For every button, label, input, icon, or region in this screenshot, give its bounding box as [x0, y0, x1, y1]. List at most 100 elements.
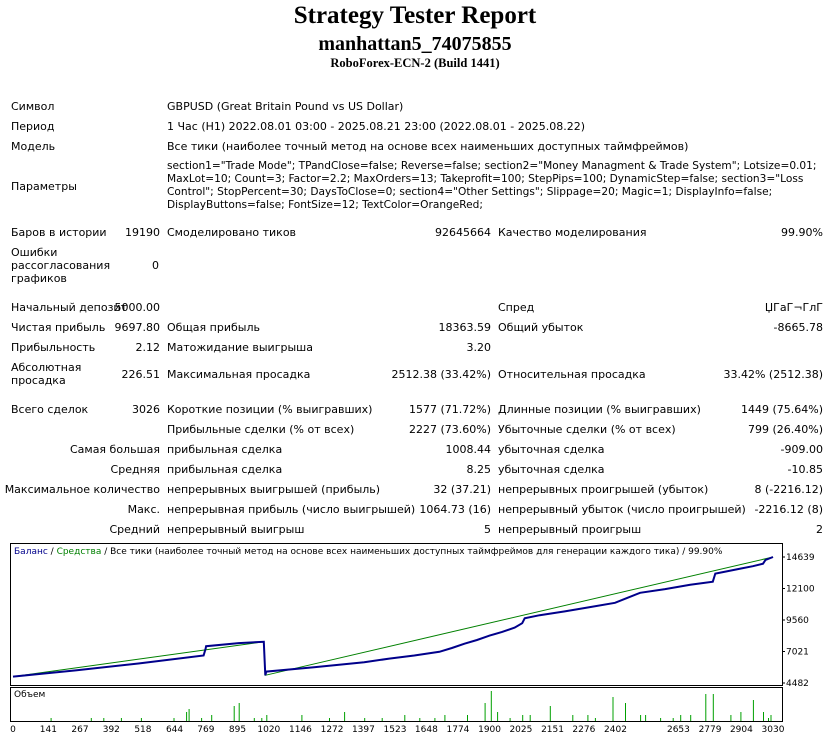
x-tick-label: 1020 — [257, 725, 280, 733]
volume-bar — [587, 715, 589, 721]
x-tick-label: 2276 — [572, 725, 595, 733]
average-profit-label: прибыльная сделка — [167, 463, 283, 476]
expected-payoff-label: Матожидание выигрыша — [167, 341, 313, 354]
total-trades-value: 3026 — [132, 403, 160, 416]
volume-bar — [752, 700, 754, 721]
legend-separator: / — [48, 547, 57, 557]
balance-chart: Баланс / Средства / Все тики (наиболее т… — [10, 543, 815, 687]
x-tick-label: 2653 — [667, 725, 690, 733]
x-tick-label: 1146 — [289, 725, 312, 733]
model-label: Модель — [11, 140, 56, 153]
y-tick-label: 9560 — [786, 616, 809, 626]
period-label: Период — [11, 120, 55, 133]
volume-bar — [301, 715, 303, 721]
volume-bar — [186, 712, 188, 721]
x-tick-label: 1648 — [415, 725, 438, 733]
volume-bar — [419, 718, 421, 721]
x-tick-label: 895 — [229, 725, 246, 733]
server-build: RoboForex-ECN-2 (Build 1441) — [330, 56, 500, 70]
x-tick-label: 2402 — [604, 725, 627, 733]
largest-loss-value: -909.00 — [780, 443, 823, 456]
volume-bar — [705, 694, 707, 721]
avg-consecutive-wins-value: 5 — [484, 523, 491, 536]
chart-legend: Баланс / Средства / Все тики (наиболее т… — [14, 547, 723, 557]
volume-bar — [444, 715, 446, 721]
volume-bar — [660, 718, 662, 721]
gross-profit-label: Общая прибыль — [167, 321, 260, 334]
x-tick-label: 1523 — [384, 725, 407, 733]
long-positions-label: Длинные позиции (% выигравших) — [498, 403, 701, 416]
volume-bar — [140, 718, 142, 721]
x-tick-label: 2779 — [699, 725, 722, 733]
largest-loss-label: убыточная сделка — [498, 443, 605, 456]
net-profit-value: 9697.80 — [114, 321, 161, 334]
short-positions-value: 1577 (71.72%) — [408, 403, 491, 416]
volume-bar — [484, 703, 486, 721]
x-tick-label: 1397 — [352, 725, 375, 733]
expected-payoff-value: 3.20 — [466, 341, 492, 354]
volume-bar — [640, 715, 642, 721]
volume-bar — [211, 715, 213, 721]
volume-bar — [103, 718, 105, 721]
max-consecutive-profit-label: непрерывная прибыль (число выигрышей) — [167, 503, 416, 516]
y-tick-label: 4482 — [786, 679, 809, 687]
account-name: manhattan5_74075855 — [318, 33, 512, 55]
net-profit-label: Чистая прибыль — [11, 321, 106, 334]
volume-bar — [712, 694, 714, 721]
x-tick-label: 2904 — [730, 725, 753, 733]
volume-bar — [645, 715, 647, 721]
avg-consecutive-losses-label: непрерывный проигрыш — [498, 523, 642, 536]
volume-bar — [253, 718, 255, 721]
volume-bar — [261, 718, 263, 721]
max-consecutive-wins-value: 32 (37.21) — [433, 483, 491, 496]
volume-bar — [238, 703, 240, 721]
x-tick-label: 518 — [134, 725, 151, 733]
errors-value: 0 — [152, 259, 159, 272]
spread-label: Спред — [498, 301, 535, 314]
relative-drawdown-label: Относительная просадка — [498, 368, 646, 381]
volume-bar — [770, 715, 772, 721]
gross-loss-value: -8665.78 — [773, 321, 823, 334]
x-tick-label: 644 — [166, 725, 183, 733]
absolute-drawdown-label: Абсолютная просадка — [11, 361, 82, 387]
short-positions-label: Короткие позиции (% выигравших) — [167, 403, 373, 416]
quality-label: Качество моделирования — [498, 226, 647, 239]
errors-label: Ошибки рассогласования графиков — [11, 246, 111, 285]
loss-trades-label: Убыточные сделки (% от всех) — [498, 423, 676, 436]
largest-profit-label: прибыльная сделка — [167, 443, 283, 456]
period-value: 1 Час (H1) 2022.08.01 03:00 - 2025.08.21… — [167, 120, 585, 133]
x-tick-label: 392 — [103, 725, 120, 733]
deposit-value: 5000.00 — [114, 301, 161, 314]
symbol-value: GBPUSD (Great Britain Pound vs US Dollar… — [167, 100, 404, 113]
profit-trades-label: Прибыльные сделки (% от всех) — [167, 423, 355, 436]
bars-value: 19190 — [125, 226, 160, 239]
x-tick-label: 267 — [71, 725, 88, 733]
volume-bar — [690, 715, 692, 721]
volume-bar — [173, 718, 175, 721]
average-loss-label: убыточная сделка — [498, 463, 605, 476]
legend-description: / Все тики (наиболее точный метод на осн… — [101, 547, 723, 557]
x-tick-label: 1774 — [447, 725, 470, 733]
x-tick-label: 0 — [10, 725, 16, 733]
volume-bar — [509, 718, 511, 721]
loss-trades-value: 799 (26.40%) — [747, 423, 823, 436]
bars-label: Баров в истории — [11, 226, 107, 239]
average-consecutive-label: Средний — [109, 523, 160, 536]
y-tick-label: 7021 — [786, 648, 809, 658]
plot-area — [10, 543, 783, 686]
x-tick-label: 141 — [40, 725, 57, 733]
average-label: Средняя — [110, 463, 160, 476]
model-value: Все тики (наиболее точный метод на основ… — [167, 140, 689, 153]
maximal-drawdown-label: Максимальная просадка — [167, 368, 311, 381]
volume-bar — [740, 712, 742, 721]
volume-bar — [266, 715, 268, 721]
spread-value: ЏГаГ¬ГлГ — [764, 301, 823, 314]
volume-bar — [233, 706, 235, 721]
volume-bar — [625, 703, 626, 721]
volume-bar — [364, 718, 366, 721]
volume-bar — [612, 697, 614, 721]
profit-factor-value: 2.12 — [135, 341, 161, 354]
volume-bar — [120, 718, 122, 721]
max-consecutive-loss-label: непрерывный убыток (число проигрышей) — [498, 503, 746, 516]
max-consecutive-wins-label: непрерывных выигрышей (прибыль) — [167, 483, 381, 496]
